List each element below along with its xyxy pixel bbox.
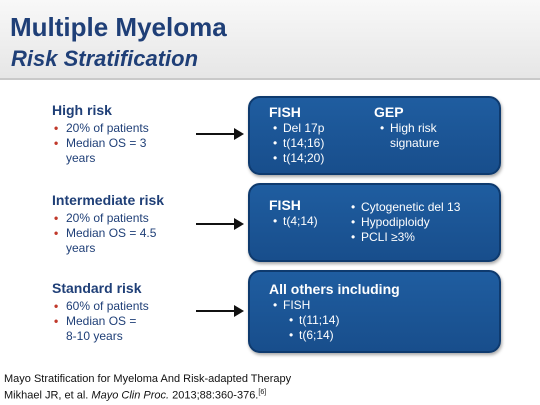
list-item: signature [390, 136, 440, 150]
slide-subtitle: Risk Stratification [11, 46, 199, 71]
list-item: • Hypodiploidy [351, 215, 430, 229]
bullet-icon: • [54, 226, 59, 240]
bullet-icon: • [273, 136, 278, 150]
right-arrow-icon [196, 305, 244, 317]
bullet-icon: • [351, 200, 356, 214]
citation-line-2: Mikhael JR, et al. Mayo Clin Proc. 2013;… [4, 389, 267, 402]
list-item: • 20% of patients [54, 121, 149, 135]
list-item: • Median OS = 4.5 years [54, 226, 157, 255]
list-item: • 20% of patients [54, 211, 149, 225]
gep-label: GEP [374, 104, 404, 120]
list-item: • High risk [380, 121, 437, 135]
list-item: • Median OS = 8-10 years [54, 314, 137, 343]
bullet-icon: • [54, 314, 59, 328]
list-item: • Median OS = 3 years [54, 136, 147, 165]
risk-group-standard: Standard risk • 60% of patients • Median O… [52, 279, 149, 344]
slide-title: Multiple Myeloma [10, 12, 227, 42]
bullet-icon: • [273, 151, 278, 165]
bullet-icon: • [54, 299, 59, 313]
bullet-icon: • [351, 215, 356, 229]
list-item: • Cytogenetic del 13 [351, 200, 461, 214]
list-item: • PCLI ≥3% [351, 230, 415, 244]
all-others-column: All others including • FISH • t(11;14) • t(… [269, 280, 400, 343]
citation-line-1: Mayo Stratification for Myeloma And Risk… [4, 373, 292, 385]
bullet-icon: • [289, 313, 294, 327]
gep-column: GEP • High risk signature [374, 103, 439, 151]
list-item: • t(14;20) [273, 151, 325, 165]
list-item: • Del 17p [273, 121, 325, 135]
bullet-icon: • [273, 298, 278, 312]
list-item: • 60% of patients [54, 299, 149, 313]
bullet-icon: • [54, 211, 59, 225]
list-item: • FISH [273, 298, 311, 312]
bullet-icon: • [273, 214, 278, 228]
bullet-icon: • [273, 121, 278, 135]
intermediate-risk-box: FISH • t(4;14) • Cytogenetic del 13 • Hypod… [248, 183, 501, 262]
fish-label: FISH [269, 197, 301, 213]
list-item: • t(6;14) [289, 328, 334, 342]
risk-bullets: • 20% of patients • Median OS = 3 years [52, 121, 149, 166]
bullet-icon: • [289, 328, 294, 342]
citation: Mayo Stratification for Myeloma And Risk… [4, 372, 291, 403]
fish-label: FISH [269, 104, 301, 120]
list-item: • t(14;16) [273, 136, 325, 150]
list-item: • t(11;14) [289, 313, 340, 327]
standard-risk-box: All others including • FISH • t(11;14) • t(… [248, 270, 501, 353]
risk-bullets: • 60% of patients • Median OS = 8-10 years [52, 299, 149, 344]
other-column: • Cytogenetic del 13 • Hypodiploidy • PCLI … [351, 200, 461, 245]
risk-label: Intermediate risk [52, 192, 165, 208]
bullet-icon: • [54, 121, 59, 135]
risk-label: Standard risk [52, 280, 142, 296]
reference-number: [6] [258, 389, 267, 396]
all-others-heading: All others including [269, 281, 400, 297]
bullet-icon: • [351, 230, 356, 244]
high-risk-box: FISH • Del 17p • t(14;16) • t(14;20) GEP • H… [248, 96, 501, 175]
right-arrow-icon [196, 128, 244, 140]
risk-label: High risk [52, 102, 112, 118]
bullet-icon: • [380, 121, 385, 135]
risk-bullets: • 20% of patients • Median OS = 4.5 years [52, 211, 164, 256]
list-item: • t(4;14) [273, 214, 318, 228]
fish-column: FISH • Del 17p • t(14;16) • t(14;20) [269, 103, 324, 166]
bullet-icon: • [54, 136, 59, 150]
risk-group-intermediate: Intermediate risk • 20% of patients • Medi… [52, 191, 164, 256]
slide-header: Multiple Myeloma Risk Stratification [0, 0, 540, 80]
risk-group-high: High risk • 20% of patients • Median OS = … [52, 101, 149, 166]
fish-column: FISH • t(4;14) [269, 196, 318, 229]
right-arrow-icon [196, 218, 244, 230]
